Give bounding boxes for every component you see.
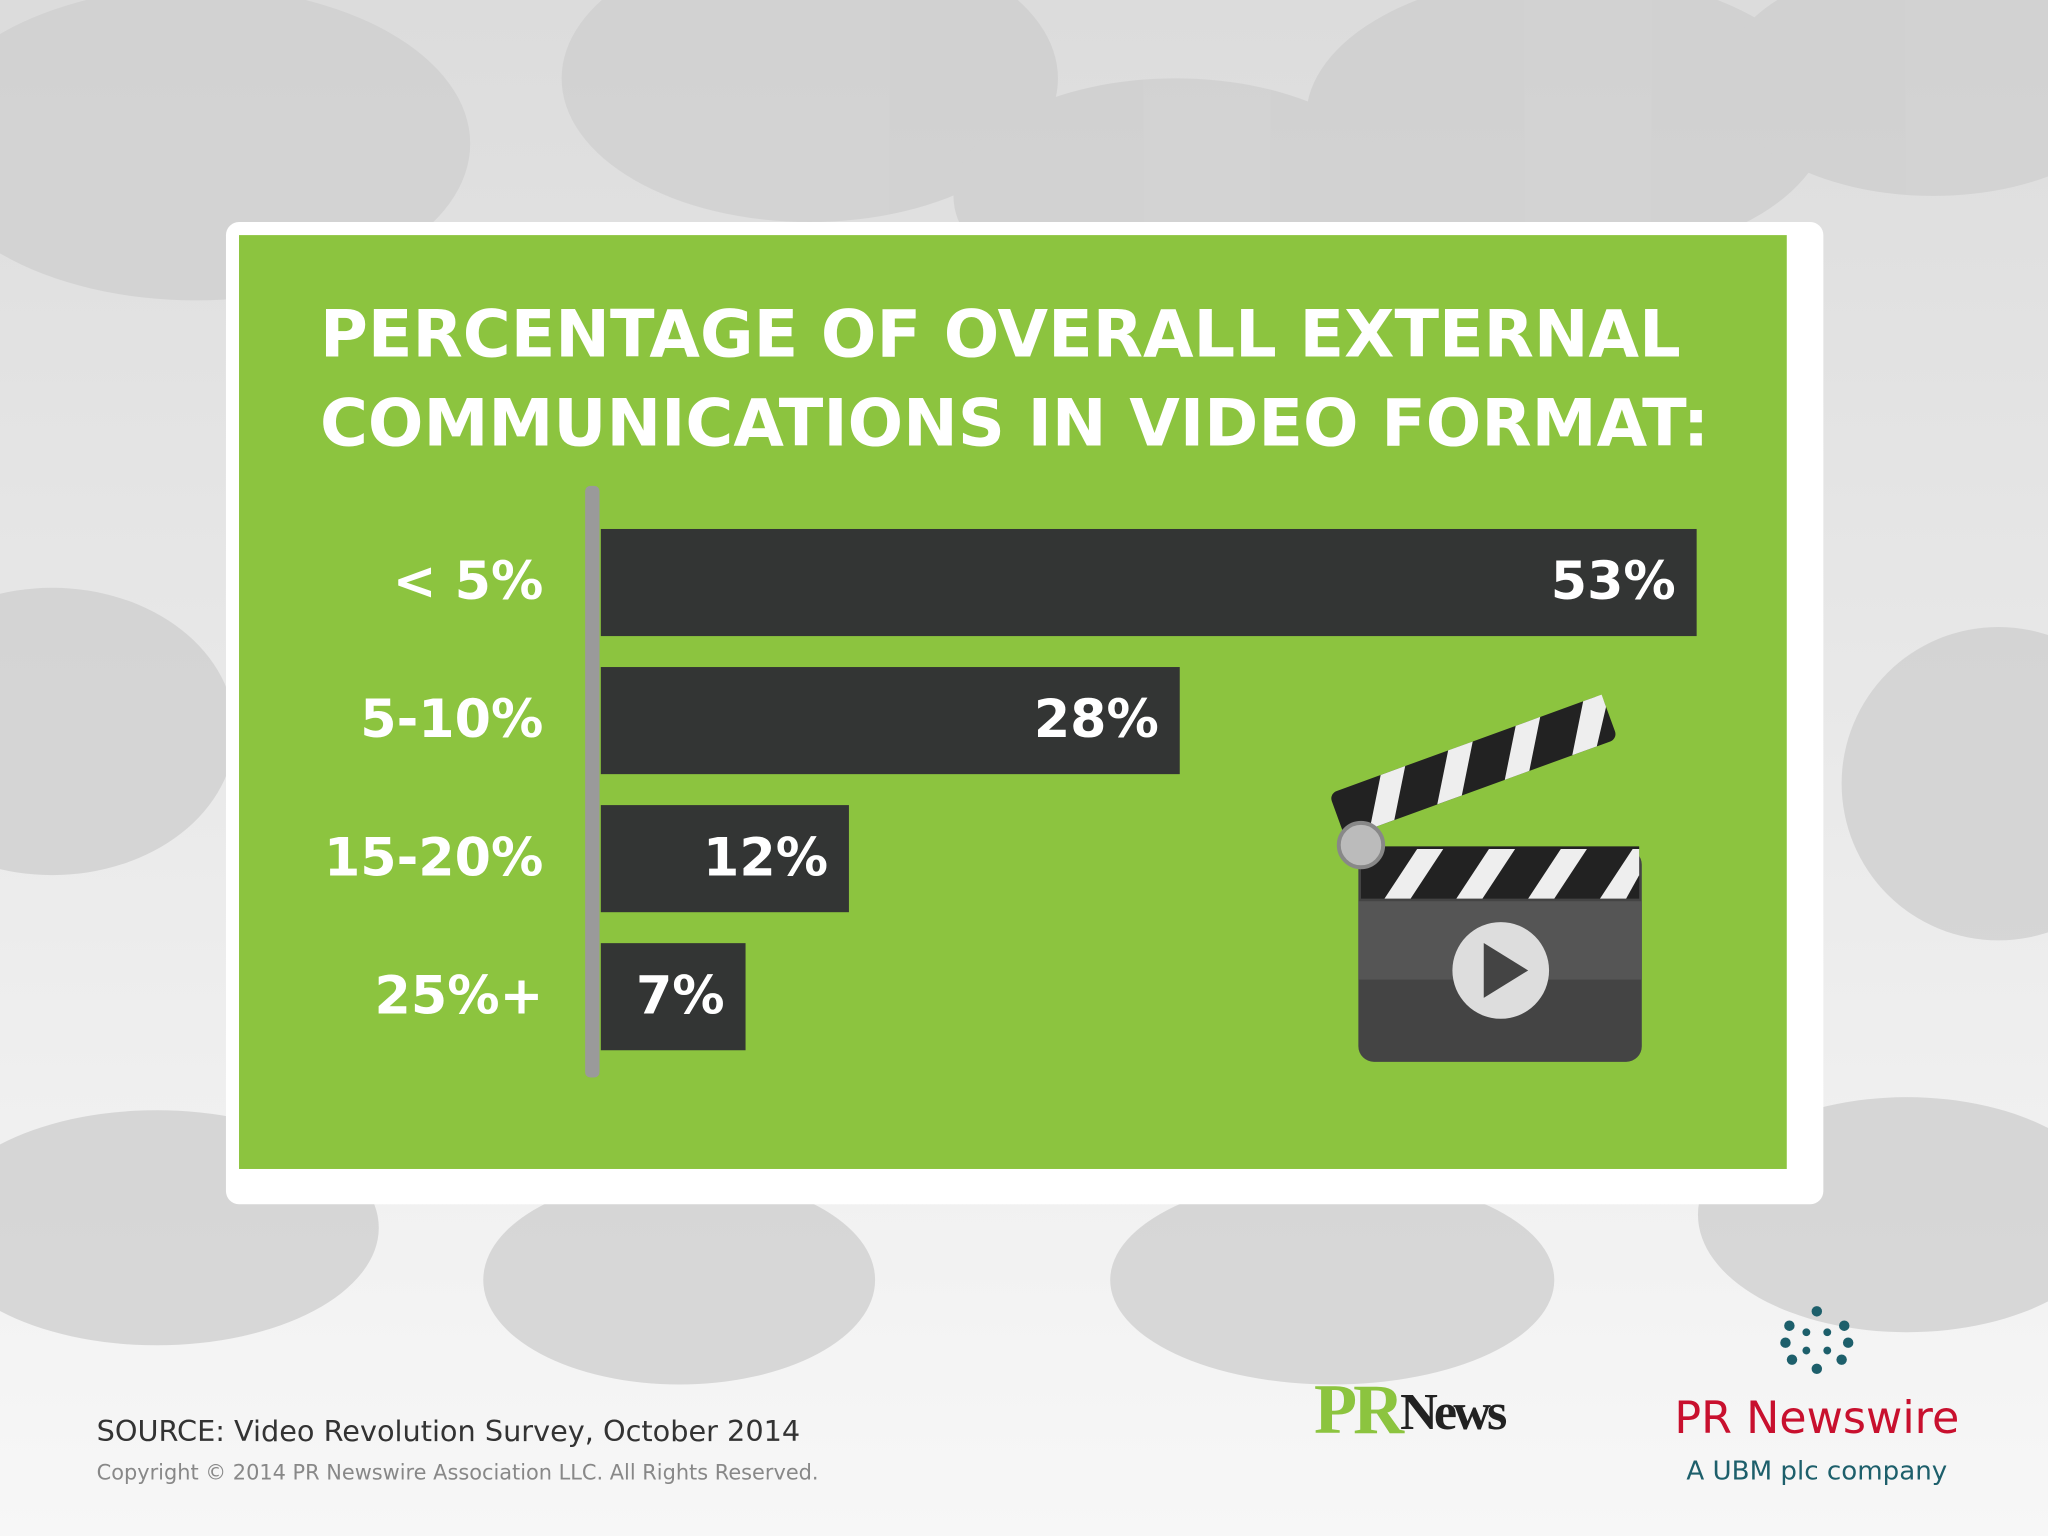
title-box: PERCENTAGE OF OVERALL EXTERNAL COMMUNICA… <box>320 296 1710 462</box>
copyright: Copyright © 2014 PR Newswire Association… <box>97 1460 819 1484</box>
bar <box>600 528 1697 637</box>
pr-news-logo-pr: PR <box>1314 1371 1405 1449</box>
pr-newswire-logo: PR Newswire <box>1674 1393 1959 1444</box>
category-label: 15-20% <box>324 828 543 888</box>
pr-news-logo-news: News <box>1400 1383 1507 1441</box>
pr-news-logo: PRNews <box>1314 1371 1507 1449</box>
category-label: < 5% <box>393 552 544 612</box>
chart-title: PERCENTAGE OF OVERALL EXTERNAL COMMUNICA… <box>320 296 1710 462</box>
value-label: 53% <box>1551 552 1676 612</box>
tagline: A UBM plc company <box>1686 1457 1947 1487</box>
axis-line <box>585 485 600 1078</box>
value-label: 7% <box>636 966 725 1026</box>
bar <box>600 667 1180 775</box>
category-label: 25%+ <box>375 966 544 1026</box>
value-label: 12% <box>703 828 828 888</box>
bar <box>600 805 849 913</box>
clapperboard-icon <box>1331 694 1642 1062</box>
pr-newswire-mark <box>1780 1306 1854 1375</box>
category-label: 5-10% <box>360 690 543 750</box>
source: SOURCE: Video Revolution Survey, October… <box>97 1414 801 1448</box>
value-label: 28% <box>1034 690 1159 750</box>
bar <box>600 943 746 1051</box>
bars: 53% < 5% 28% 5-10% 12% 15-20% 7% 25%+ <box>324 528 1697 1051</box>
